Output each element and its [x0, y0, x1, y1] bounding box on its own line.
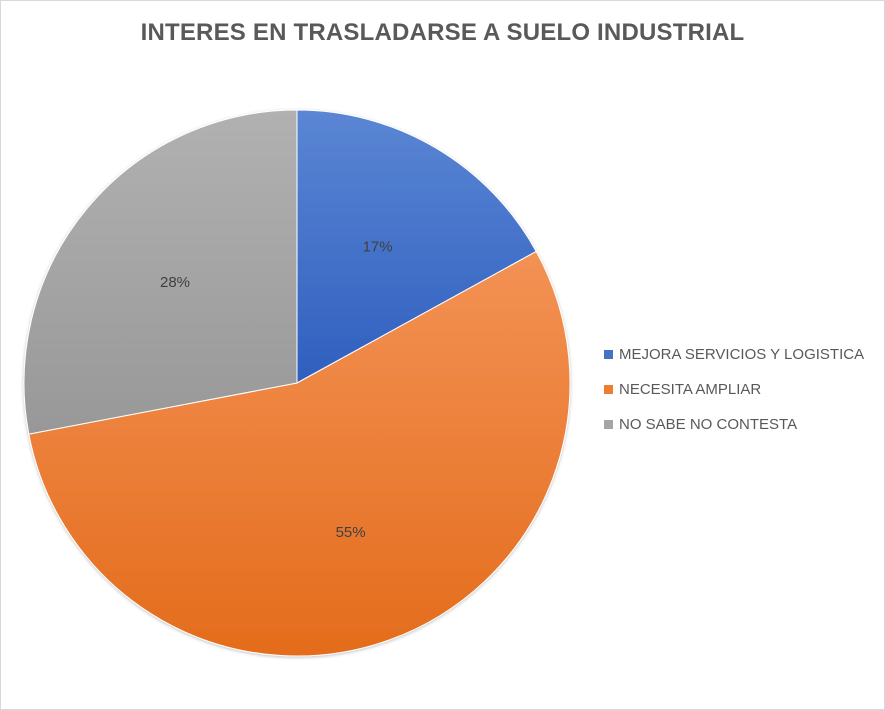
legend-label: MEJORA SERVICIOS Y LOGISTICA: [619, 346, 865, 363]
slice-necesita-ampliar: [28, 250, 571, 657]
legend-swatch: [604, 385, 613, 394]
data-label: 28%: [160, 274, 190, 291]
data-label: 55%: [336, 524, 366, 541]
legend-item-necesita: NECESITA AMPLIAR: [604, 372, 864, 407]
legend-swatch: [604, 350, 613, 359]
legend-label: NECESITA AMPLIAR: [619, 381, 762, 398]
legend: MEJORA SERVICIOS Y LOGISTICA NECESITA AM…: [604, 337, 864, 442]
slice-mejora-servicios: [296, 109, 537, 384]
data-label: 17%: [363, 239, 393, 256]
legend-label: NO SABE NO CONTESTA: [619, 416, 798, 433]
legend-swatch: [604, 420, 613, 429]
legend-item-no-sabe: NO SABE NO CONTESTA: [604, 407, 864, 442]
chart-title: INTERES EN TRASLADARSE A SUELO INDUSTRIA…: [140, 19, 745, 46]
legend-item-mejora: MEJORA SERVICIOS Y LOGISTICA: [604, 337, 864, 372]
slice-no-sabe: [23, 109, 298, 435]
